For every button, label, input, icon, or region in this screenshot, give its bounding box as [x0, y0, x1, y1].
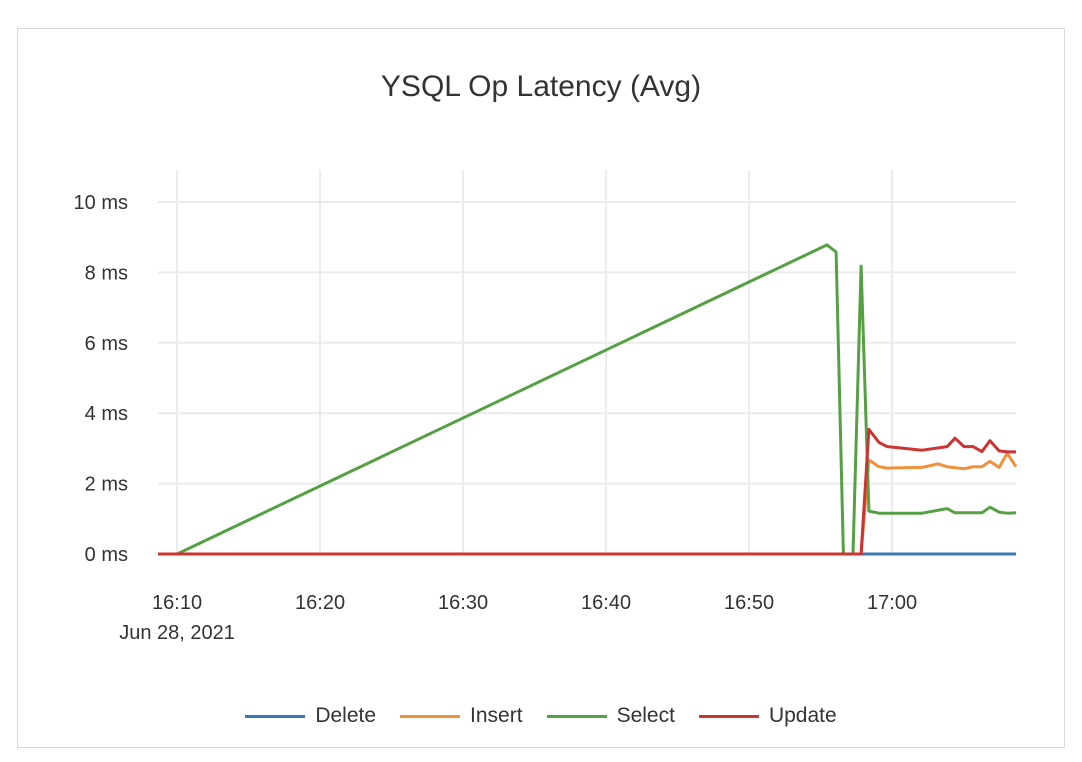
- y-tick-label: 0 ms: [85, 544, 128, 566]
- chart-title: YSQL Op Latency (Avg): [380, 70, 702, 103]
- legend-label: Update: [768, 704, 837, 727]
- x-tick-label: 16:10: [152, 592, 202, 614]
- x-tick-label: 16:40: [581, 592, 631, 614]
- x-tick-label: 16:20: [295, 592, 345, 614]
- y-tick-label: 2 ms: [85, 474, 128, 496]
- y-tick-label: 10 ms: [74, 192, 128, 214]
- legend-item-delete[interactable]: Delete: [245, 704, 376, 728]
- legend-item-select[interactable]: Select: [546, 704, 675, 728]
- y-tick-label: 6 ms: [85, 333, 128, 355]
- x-tick-label: 16:50: [724, 592, 774, 614]
- legend-label: Select: [616, 704, 675, 727]
- legend-label: Insert: [470, 704, 523, 727]
- legend-swatch: [698, 714, 759, 718]
- series-line-update: [158, 427, 1016, 556]
- chart-card: [17, 28, 1065, 748]
- x-tick-label: 16:30: [438, 592, 488, 614]
- series-line-select: [158, 243, 1017, 556]
- y-tick-label: 4 ms: [85, 403, 128, 425]
- legend-swatch: [546, 714, 607, 718]
- legend-item-update[interactable]: Update: [698, 704, 837, 728]
- legend-swatch: [245, 714, 306, 718]
- legend-swatch: [400, 714, 461, 718]
- legend: Delete Insert Select Update: [0, 704, 1082, 728]
- x-date-label: Jun 28, 2021: [119, 622, 235, 644]
- y-tick-label: 8 ms: [85, 262, 128, 284]
- legend-label: Delete: [315, 704, 377, 727]
- x-tick-label: 17:00: [867, 592, 917, 614]
- legend-item-insert[interactable]: Insert: [400, 704, 523, 728]
- series-line-insert: [158, 451, 1018, 556]
